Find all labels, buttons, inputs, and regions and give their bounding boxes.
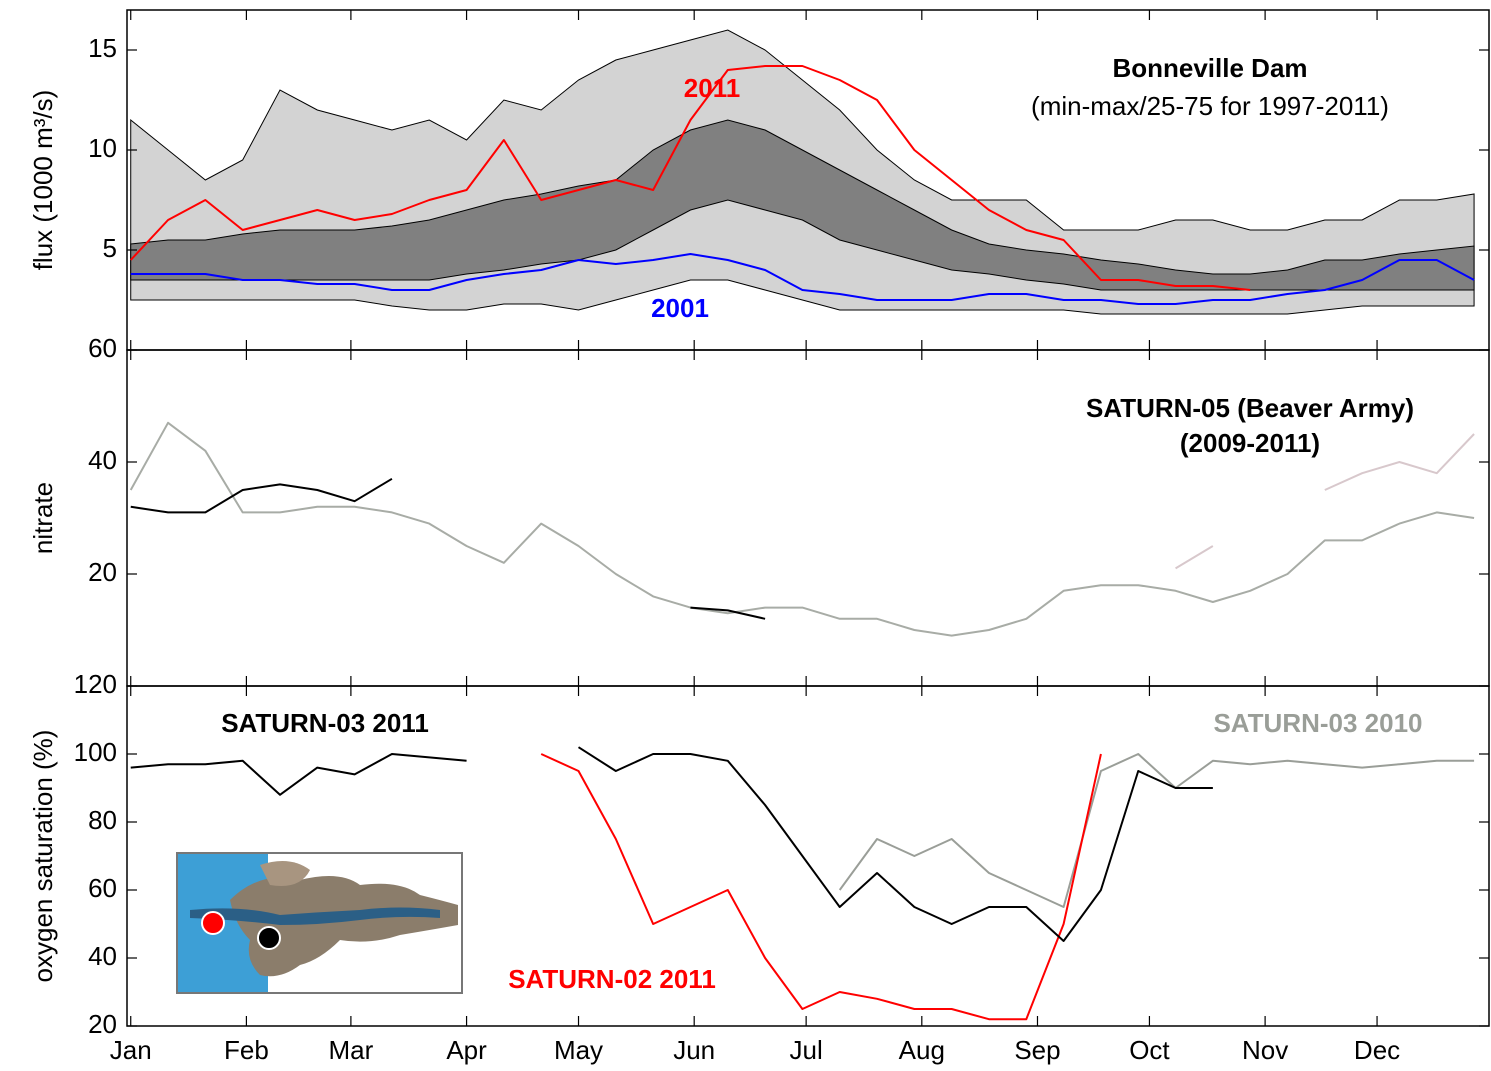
y-tick-label: 60 — [88, 333, 117, 363]
x-tick-label: Sep — [1014, 1035, 1060, 1065]
x-tick-label: Nov — [1242, 1035, 1288, 1065]
y-axis-label: flux (1000 m³/s) — [28, 90, 58, 271]
x-tick-label: Dec — [1354, 1035, 1400, 1065]
x-tick-label: May — [554, 1035, 603, 1065]
series-label: SATURN-02 2011 — [508, 964, 716, 994]
x-tick-label: Aug — [899, 1035, 945, 1065]
band — [130, 119, 1475, 291]
series-line — [130, 477, 766, 620]
plot-area: 2011 2001 5 10 15 flux (1000 m³/s) Bonneville … — [28, 9, 1490, 1065]
x-tick-label: Jul — [790, 1035, 823, 1065]
station-marker — [201, 911, 225, 935]
y-tick-label: 15 — [88, 33, 117, 63]
x-tick-label: Feb — [224, 1035, 269, 1065]
series-line — [540, 753, 1102, 1021]
series-label: SATURN-03 2010 — [1213, 708, 1422, 738]
x-tick-label: Mar — [328, 1035, 373, 1065]
x-tick-label: Jun — [673, 1035, 715, 1065]
x-tick-label: Oct — [1129, 1035, 1170, 1065]
panel-subtitle: (2009-2011) — [1180, 428, 1320, 458]
series-line — [838, 753, 1475, 908]
station-marker — [257, 926, 281, 950]
y-axis-label: oxygen saturation (%) — [28, 730, 58, 983]
y-tick-label: 10 — [88, 133, 117, 163]
series-line — [129, 421, 1475, 637]
series-label: SATURN-03 2011 — [221, 708, 429, 738]
y-tick-label: 100 — [74, 737, 117, 767]
y-tick-label: 40 — [88, 445, 117, 475]
river — [190, 907, 440, 925]
panel-title: SATURN-05 (Beaver Army) — [1086, 393, 1414, 423]
y-tick-label: 5 — [103, 233, 117, 263]
land — [260, 861, 310, 886]
y-axis-label: nitrate — [28, 482, 58, 554]
x-tick-label: Apr — [446, 1035, 487, 1065]
x-tick-label: Jan — [110, 1035, 152, 1065]
panel-title: Bonneville Dam — [1112, 53, 1307, 83]
series-label: 2001 — [651, 293, 709, 323]
inset-map — [176, 852, 463, 994]
y-tick-label: 20 — [88, 557, 117, 587]
series-line — [130, 253, 1475, 305]
land — [230, 876, 458, 977]
series-label: 2011 — [684, 73, 740, 103]
y-tick-label: 60 — [88, 873, 117, 903]
panel-subtitle: (min-max/25-75 for 1997-2011) — [1031, 91, 1389, 121]
y-tick-label: 120 — [74, 669, 117, 699]
y-tick-label: 40 — [88, 941, 117, 971]
series-line — [1175, 433, 1475, 570]
y-tick-label: 80 — [88, 805, 117, 835]
series-line — [130, 65, 1251, 291]
y-tick-label: 20 — [88, 1009, 117, 1039]
panel-frame — [126, 685, 1490, 1027]
series-line — [130, 746, 1213, 942]
